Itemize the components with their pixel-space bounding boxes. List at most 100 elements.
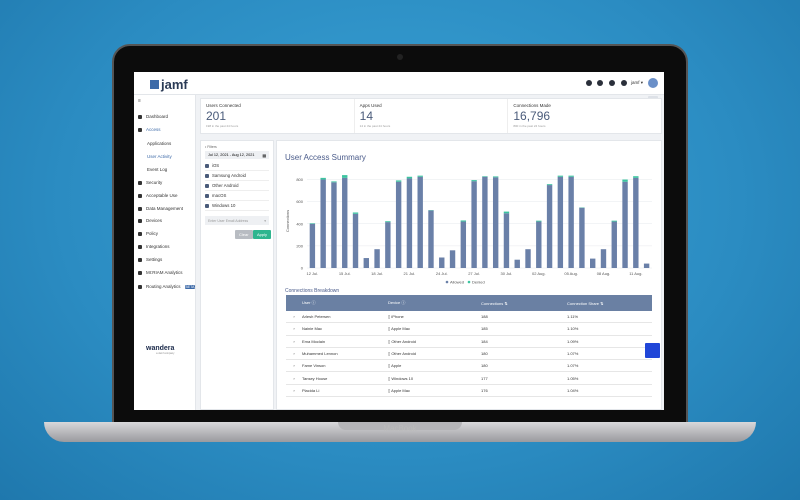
apply-button[interactable]: Apply <box>253 230 272 239</box>
sidebar-item[interactable]: Applications <box>147 141 171 146</box>
chat-widget-button[interactable] <box>645 343 660 358</box>
cell-text: Windows 10 <box>391 375 414 381</box>
info-icon: ⓘ <box>311 300 316 305</box>
table-cell: 1.07% <box>567 351 647 356</box>
expand-icon[interactable]: › <box>293 314 295 320</box>
column-header[interactable]: Connections ⇅ <box>481 300 508 306</box>
device-filter-checkbox[interactable]: Windows 10 <box>205 201 269 211</box>
y-tick-label: 600 <box>296 199 303 204</box>
menu-icon[interactable]: ≡ <box>138 98 141 104</box>
clear-button[interactable]: Clear <box>235 230 253 239</box>
table-row[interactable]: › Fame Vinson ▯ Apple 180 1.07% <box>286 360 652 373</box>
sidebar-item-label: Dashboard <box>146 114 169 119</box>
beta-badge: BETA <box>184 284 196 289</box>
sidebar-item[interactable]: Routing Analytics BETA <box>138 284 196 289</box>
sidebar-item[interactable]: Acceptable Use <box>138 193 178 198</box>
column-header-label: User <box>302 300 311 305</box>
cell-text: iPhone <box>391 314 404 320</box>
bar-denied <box>309 223 316 224</box>
table-row[interactable]: › Tansey House ▯ Windows 10 177 1.05% <box>286 372 652 385</box>
cell-text: Other Android <box>391 338 416 344</box>
bar-allowed <box>622 181 628 268</box>
expand-icon[interactable]: › <box>293 351 295 357</box>
bar-denied <box>417 175 423 177</box>
table-cell: 1.11% <box>567 314 647 319</box>
database-icon <box>138 206 142 211</box>
table-row[interactable]: › Arlesh Petersen ▯ iPhone 188 1.11% <box>286 311 652 324</box>
wandera-text: wandera <box>146 345 175 352</box>
expand-icon[interactable]: › <box>293 338 295 344</box>
gear-icon[interactable] <box>621 80 627 86</box>
device-filter-checkbox[interactable]: iOS <box>205 161 269 171</box>
email-input[interactable]: Enter User Email Address ▾ <box>205 216 269 225</box>
bar-denied <box>482 176 488 177</box>
stat-tile: Users Connected 201 198 in the past 24 hou… <box>201 99 354 133</box>
table-cell: Nainie Mac <box>302 326 388 331</box>
sidebar-item[interactable]: Security <box>138 180 162 185</box>
cell-text: 180 <box>481 363 488 369</box>
table-row[interactable]: › Ema Moclain ▯ Other Android 184 1.09% <box>286 336 652 348</box>
expand-icon[interactable]: › <box>293 326 295 332</box>
bar-allowed <box>492 177 499 268</box>
expand-icon[interactable]: › <box>293 375 295 381</box>
table-cell: 180 <box>481 363 567 368</box>
x-tick-label: 05 Aug. <box>564 271 578 276</box>
device-filter-checkbox[interactable]: macOS <box>205 191 269 201</box>
device-filter-checkbox[interactable]: Other Android <box>205 181 269 191</box>
sidebar-item[interactable]: Event Log <box>147 167 167 172</box>
expand-icon[interactable]: › <box>293 363 295 369</box>
bell-icon[interactable] <box>586 80 592 86</box>
cell-text: Tansey House <box>302 375 328 381</box>
sidebar-item[interactable]: Policy <box>138 231 158 236</box>
sidebar-item[interactable]: Data Management <box>138 206 183 211</box>
sidebar-item[interactable]: Integrations <box>138 244 170 249</box>
bar-allowed <box>439 257 445 268</box>
cell-text: 1.07% <box>567 351 579 357</box>
stat-subtext: 800 in the past 24 hours <box>513 124 546 128</box>
download-icon[interactable] <box>597 80 603 86</box>
table-row[interactable]: › Placida Li ▯ Apple Mac 176 1.04% <box>286 385 652 398</box>
bar-allowed <box>546 185 553 268</box>
info-icon: ⓘ <box>401 300 406 305</box>
sidebar-item-label: Settings <box>146 257 163 262</box>
table-row[interactable]: › Nainie Mac ▯ Apple Mac 185 1.10% <box>286 323 652 336</box>
column-header-label: Connection Share <box>567 300 600 306</box>
device-filter-checkbox[interactable]: Samsung Android <box>205 171 269 181</box>
bar-allowed <box>320 179 326 268</box>
jamf-logo[interactable]: jamf <box>150 77 188 92</box>
policy-icon <box>138 231 142 236</box>
checkbox-checked-icon <box>205 183 209 188</box>
column-header[interactable]: Connection Share ⇅ <box>567 300 604 306</box>
bar-denied <box>557 175 564 177</box>
sidebar-item[interactable]: Devices <box>138 218 162 223</box>
expand-icon[interactable]: › <box>293 387 295 393</box>
cell-text: 1.07% <box>567 363 579 369</box>
table-cell: ▯ Apple <box>388 363 481 368</box>
sidebar-item-label: Event Log <box>147 167 168 172</box>
chevron-down-icon: ▾ <box>264 218 266 223</box>
sidebar-item[interactable]: Dashboard <box>138 114 168 119</box>
avatar[interactable] <box>648 78 658 88</box>
calendar-icon: ▦ <box>262 153 266 158</box>
bar-allowed <box>417 176 423 268</box>
table-row[interactable]: › Muhammed Lennon ▯ Other Android 180 1.07% <box>286 348 652 361</box>
sidebar-item[interactable]: MI:RIAM Analytics <box>138 270 183 275</box>
help-icon[interactable] <box>609 80 615 86</box>
sidebar-item[interactable]: Settings <box>138 257 162 262</box>
y-tick-label: 0 <box>301 266 304 271</box>
column-header[interactable]: User ⓘ <box>302 300 388 306</box>
bar-denied <box>331 181 337 183</box>
account-menu[interactable]: jamf ▾ <box>631 80 644 85</box>
sidebar-item[interactable]: User Activity <box>147 154 172 159</box>
sidebar-item[interactable]: Access <box>138 127 161 132</box>
device-icon: ▯ <box>388 375 392 381</box>
car-icon <box>138 193 142 198</box>
lock-icon <box>138 180 142 185</box>
device-icon: ▯ <box>388 338 392 344</box>
x-tick-label: 08 Aug. <box>597 271 611 276</box>
filters-title[interactable]: • Filters <box>205 145 217 149</box>
date-range-picker[interactable]: Jul 12, 2021 - Aug 12, 2021 ▦ <box>205 151 269 159</box>
column-header[interactable]: Device ⓘ <box>388 300 481 306</box>
laptop-brand: MacBook <box>383 424 417 433</box>
stat-tile: Connections Made 16,796 800 in the past 24… <box>507 99 661 133</box>
